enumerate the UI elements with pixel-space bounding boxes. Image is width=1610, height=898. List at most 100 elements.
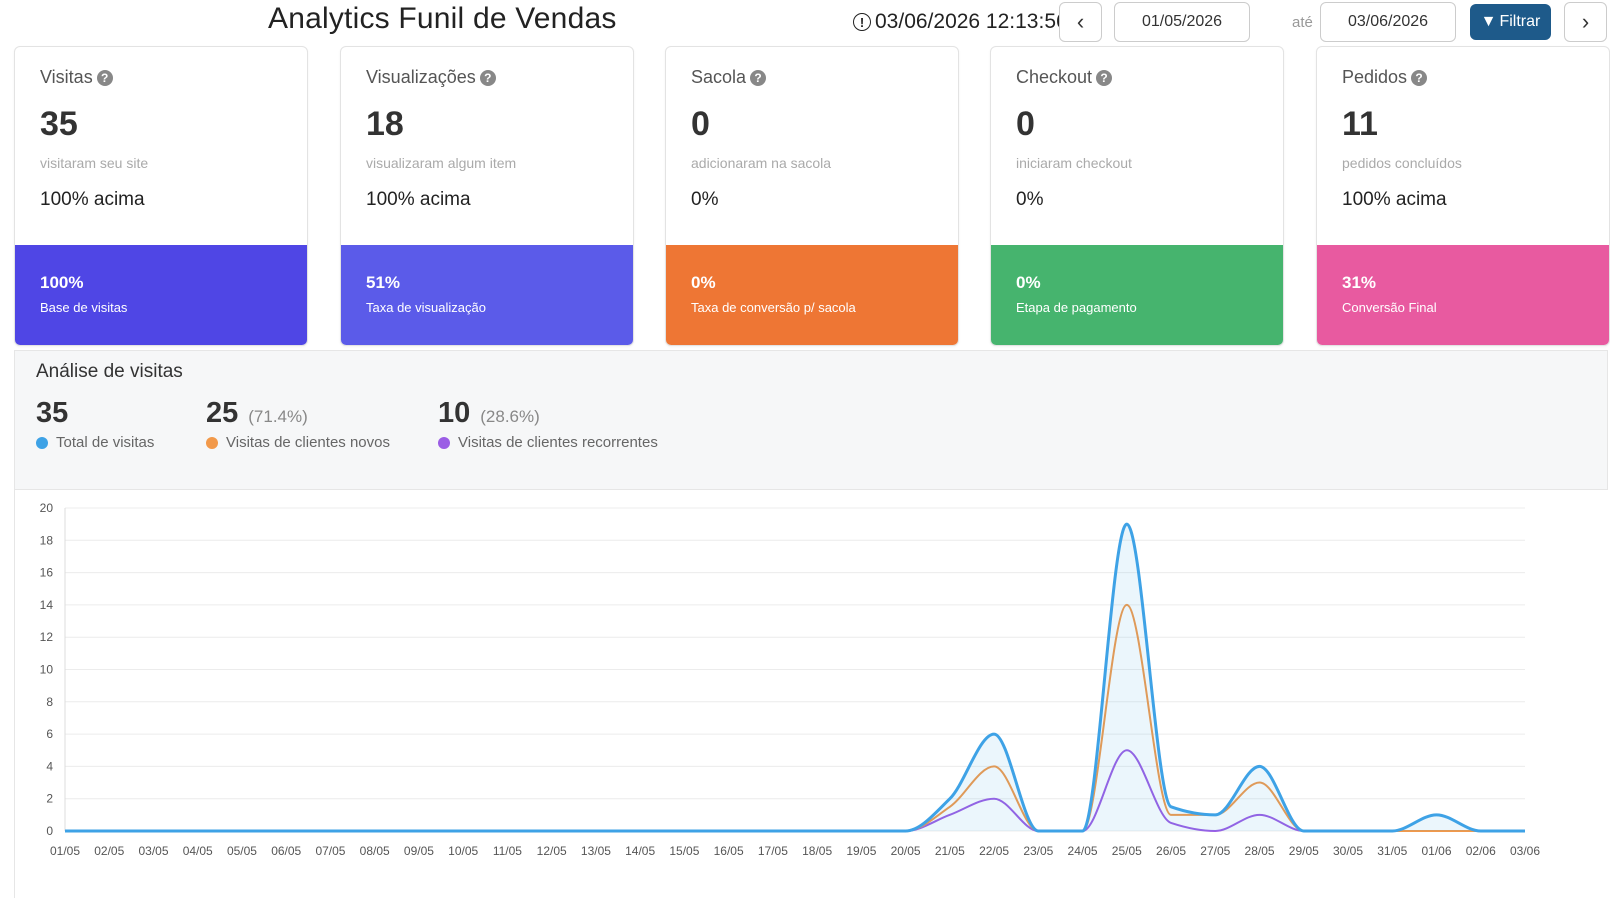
date-from-input[interactable]: 01/05/2026 xyxy=(1114,2,1250,42)
metric-percent: (71.4%) xyxy=(248,407,308,426)
clock-alert-icon: ! xyxy=(853,13,871,31)
card-sacola: Sacola? 0 adicionaram na sacola 0% 0% Ta… xyxy=(665,46,959,346)
x-tick-label: 04/05 xyxy=(183,844,213,858)
x-tick-label: 31/05 xyxy=(1377,844,1407,858)
y-tick-label: 0 xyxy=(46,824,53,838)
card-footer-label: Etapa de pagamento xyxy=(1016,300,1137,315)
help-icon[interactable]: ? xyxy=(1411,69,1428,86)
x-tick-label: 02/05 xyxy=(94,844,124,858)
card-title: Visualizações xyxy=(366,67,476,87)
card-value: 18 xyxy=(366,105,404,143)
x-tick-label: 14/05 xyxy=(625,844,655,858)
help-icon[interactable]: ? xyxy=(96,69,113,86)
legend-dot-icon xyxy=(206,436,218,449)
filter-label: Filtrar xyxy=(1499,13,1541,30)
legend-dot-icon xyxy=(438,436,450,449)
x-tick-label: 28/05 xyxy=(1245,844,1275,858)
y-tick-label: 4 xyxy=(46,759,53,773)
card-change: 100% acima xyxy=(1342,189,1447,210)
metric-total-visits: 35 Total de visitas xyxy=(36,397,154,451)
metric-value: 10 xyxy=(438,397,471,429)
help-icon[interactable]: ? xyxy=(750,69,767,86)
x-tick-label: 21/05 xyxy=(935,844,965,858)
y-tick-label: 10 xyxy=(40,663,54,677)
y-tick-label: 2 xyxy=(46,792,53,806)
card-footer-percent: 0% xyxy=(1016,273,1041,292)
card-value: 0 xyxy=(691,105,710,143)
filter-button[interactable]: ▼ Filtrar xyxy=(1470,4,1551,40)
card-footer-label: Taxa de visualização xyxy=(366,300,486,315)
series-line-0 xyxy=(64,522,1525,833)
card-change: 100% acima xyxy=(366,189,471,210)
x-tick-label: 19/05 xyxy=(846,844,876,858)
chevron-right-icon: › xyxy=(1581,9,1590,34)
metric-value: 25 xyxy=(206,397,239,429)
card-footer-label: Base de visitas xyxy=(40,300,128,315)
card-footer: 100% Base de visitas xyxy=(15,245,307,345)
card-footer-label: Taxa de conversão p/ sacola xyxy=(691,300,856,315)
y-tick-label: 6 xyxy=(46,727,53,741)
timestamp: 03/06/2026 12:13:56 xyxy=(875,10,1068,33)
page-title: Analytics Funil de Vendas xyxy=(268,2,617,35)
card-description: visualizaram algum item xyxy=(366,155,517,171)
x-tick-label: 29/05 xyxy=(1289,844,1319,858)
metric-new-visits: 25 (71.4%) Visitas de clientes novos xyxy=(206,397,390,451)
card-value: 35 xyxy=(40,105,78,143)
x-tick-label: 13/05 xyxy=(581,844,611,858)
metric-returning-visits: 10 (28.6%) Visitas de clientes recorrente… xyxy=(438,397,658,451)
x-tick-label: 07/05 xyxy=(315,844,345,858)
card-title: Checkout xyxy=(1016,67,1093,87)
date-range-separator: até xyxy=(1292,14,1313,31)
x-tick-label: 09/05 xyxy=(404,844,434,858)
card-pedidos: Pedidos? 11 pedidos concluídos 100% acim… xyxy=(1316,46,1610,346)
y-tick-label: 14 xyxy=(40,598,54,612)
x-tick-label: 22/05 xyxy=(979,844,1009,858)
metric-value: 35 xyxy=(36,397,69,429)
x-tick-label: 06/05 xyxy=(271,844,301,858)
y-tick-label: 16 xyxy=(40,566,54,580)
help-icon[interactable]: ? xyxy=(1096,69,1113,86)
x-tick-label: 24/05 xyxy=(1068,844,1098,858)
card-change: 0% xyxy=(691,189,719,210)
visits-chart: 0 2 4 6 8 10 12 14 16 18 20 01/05 02/05 03/05 04/05 05/… xyxy=(40,501,1541,858)
x-tick-label: 01/06 xyxy=(1421,844,1451,858)
x-tick-label: 11/05 xyxy=(493,844,522,858)
card-value: 0 xyxy=(1016,105,1035,143)
x-tick-label: 16/05 xyxy=(714,844,744,858)
card-visitas: Visitas? 35 visitaram seu site 100% acim… xyxy=(14,46,308,346)
card-checkout: Checkout? 0 iniciaram checkout 0% 0% Eta… xyxy=(990,46,1284,346)
metric-label: Total de visitas xyxy=(56,434,155,451)
x-tick-label: 08/05 xyxy=(360,844,390,858)
y-tick-label: 8 xyxy=(46,695,53,709)
x-tick-label: 01/05 xyxy=(50,844,80,858)
x-tick-label: 05/05 xyxy=(227,844,257,858)
card-footer-label: Conversão Final xyxy=(1342,300,1437,315)
x-tick-label: 26/05 xyxy=(1156,844,1186,858)
help-icon[interactable]: ? xyxy=(479,69,496,86)
card-visualizacoes: Visualizações? 18 visualizaram algum ite… xyxy=(340,46,634,346)
card-value: 11 xyxy=(1342,105,1378,143)
analysis-title: Análise de visitas xyxy=(36,361,183,382)
card-description: adicionaram na sacola xyxy=(691,155,832,171)
x-tick-label: 03/06 xyxy=(1510,844,1540,858)
card-change: 100% acima xyxy=(40,189,145,210)
card-description: visitaram seu site xyxy=(40,155,149,171)
card-footer-percent: 100% xyxy=(40,273,84,292)
card-change: 0% xyxy=(1016,189,1044,210)
legend-dot-icon xyxy=(36,436,48,449)
series-line-1 xyxy=(64,603,1525,832)
card-footer-percent: 0% xyxy=(691,273,716,292)
date-to-input[interactable]: 03/06/2026 xyxy=(1320,2,1456,42)
card-footer: 31% Conversão Final xyxy=(1317,245,1609,345)
visits-chart-container: 0 2 4 6 8 10 12 14 16 18 20 01/05 02/05 03/05 04/05 05/… xyxy=(14,490,1608,898)
x-tick-label: 23/05 xyxy=(1023,844,1053,858)
previous-period-button[interactable]: ‹ xyxy=(1059,2,1102,42)
card-footer: 0% Taxa de conversão p/ sacola xyxy=(666,245,958,345)
y-tick-label: 12 xyxy=(40,630,54,644)
chevron-left-icon: ‹ xyxy=(1076,9,1085,34)
card-footer-percent: 51% xyxy=(366,273,401,292)
x-tick-label: 30/05 xyxy=(1333,844,1363,858)
card-description: iniciaram checkout xyxy=(1016,155,1132,171)
x-tick-label: 20/05 xyxy=(891,844,921,858)
next-period-button[interactable]: › xyxy=(1564,2,1607,42)
